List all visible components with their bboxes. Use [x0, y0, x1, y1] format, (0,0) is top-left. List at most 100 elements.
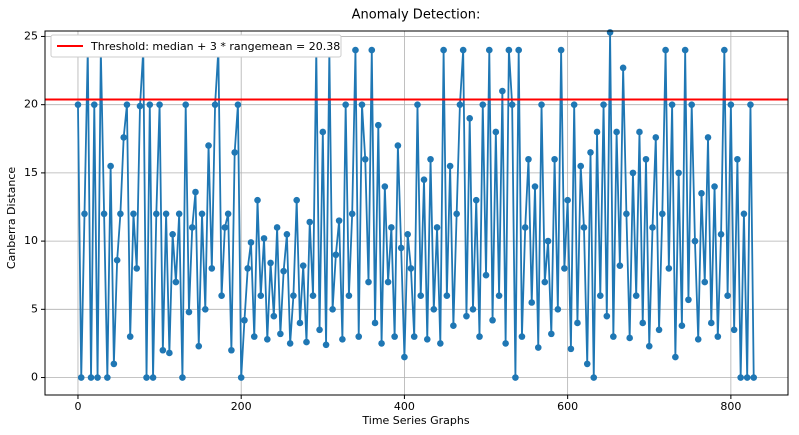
data-point: [580, 224, 588, 231]
data-point: [616, 262, 624, 269]
y-tick-label: 25: [24, 29, 38, 42]
data-point: [401, 353, 408, 361]
data-point: [381, 183, 389, 190]
data-point: [495, 292, 503, 299]
data-point: [146, 101, 154, 108]
data-point: [734, 155, 741, 163]
data-point: [629, 169, 637, 177]
data-point: [410, 333, 418, 340]
data-point: [335, 217, 343, 224]
data-point: [391, 333, 398, 340]
y-tick-label: 10: [24, 234, 38, 247]
data-point: [378, 340, 385, 347]
data-point: [117, 210, 124, 218]
data-point: [521, 224, 529, 231]
data-point: [570, 101, 578, 108]
data-point: [231, 149, 238, 156]
data-point: [639, 319, 647, 327]
data-point: [283, 230, 291, 238]
data-point: [218, 292, 225, 299]
data-point: [169, 230, 176, 238]
data-point: [440, 46, 447, 54]
data-point: [652, 134, 660, 141]
data-line: [77, 32, 755, 378]
data-point: [192, 188, 199, 196]
data-point: [417, 292, 425, 299]
data-point: [234, 101, 242, 108]
data-point: [182, 101, 189, 108]
data-point: [420, 176, 428, 184]
data-point: [427, 155, 434, 163]
data-point: [456, 101, 464, 108]
data-point: [280, 267, 287, 275]
data-point: [136, 102, 144, 110]
data-point: [469, 306, 477, 313]
data-point: [564, 196, 571, 204]
data-point: [423, 336, 431, 343]
x-tick-label: 800: [720, 400, 741, 413]
data-point: [645, 342, 653, 350]
data-point: [303, 338, 310, 346]
data-point: [273, 224, 281, 231]
data-point: [577, 162, 585, 170]
data-point: [587, 149, 594, 156]
data-point: [619, 64, 627, 72]
data-point: [688, 101, 695, 108]
data-point: [554, 306, 562, 313]
data-point: [623, 210, 630, 218]
data-point: [632, 292, 640, 299]
data-point: [636, 128, 643, 136]
data-point: [195, 342, 203, 350]
data-point: [143, 374, 150, 381]
data-point: [626, 334, 633, 342]
data-point: [267, 259, 274, 267]
data-point: [678, 322, 686, 329]
data-point: [375, 121, 382, 129]
data-point: [557, 46, 565, 54]
data-point: [685, 296, 692, 304]
data-point: [593, 128, 601, 136]
data-point: [463, 312, 470, 320]
x-tick-label: 0: [74, 400, 81, 413]
data-point: [544, 237, 552, 245]
y-tick-label: 15: [24, 166, 38, 179]
data-point: [205, 142, 212, 149]
x-axis-label: Time Series Graphs: [361, 414, 469, 427]
data-point: [348, 210, 356, 218]
data-point: [665, 265, 673, 272]
data-point: [662, 46, 669, 54]
data-point: [717, 230, 725, 238]
data-point: [512, 374, 519, 381]
data-point: [329, 306, 336, 313]
data-point: [649, 224, 656, 231]
data-point: [466, 115, 474, 122]
data-point: [525, 155, 532, 163]
data-point: [508, 101, 516, 108]
data-point: [747, 101, 754, 108]
data-point: [476, 333, 483, 340]
data-point: [694, 336, 702, 343]
data-point: [600, 101, 607, 108]
data-point: [499, 87, 506, 95]
data-point: [133, 265, 141, 272]
data-point: [107, 162, 114, 170]
data-point: [675, 169, 682, 177]
data-point: [188, 224, 196, 231]
data-point: [528, 299, 536, 306]
y-tick-label: 20: [24, 98, 38, 111]
data-point: [77, 374, 85, 381]
data-point: [502, 340, 509, 347]
data-point: [290, 292, 297, 299]
data-point: [681, 46, 689, 54]
data-point: [120, 134, 127, 141]
legend-label: Threshold: median + 3 * rangemean = 20.3…: [90, 40, 340, 53]
data-point: [100, 210, 108, 218]
data-point: [257, 292, 265, 299]
data-point: [691, 237, 699, 245]
data-point: [459, 46, 467, 54]
data-point: [162, 210, 170, 218]
data-point: [299, 262, 307, 269]
data-point: [613, 128, 620, 136]
data-point: [590, 374, 598, 381]
